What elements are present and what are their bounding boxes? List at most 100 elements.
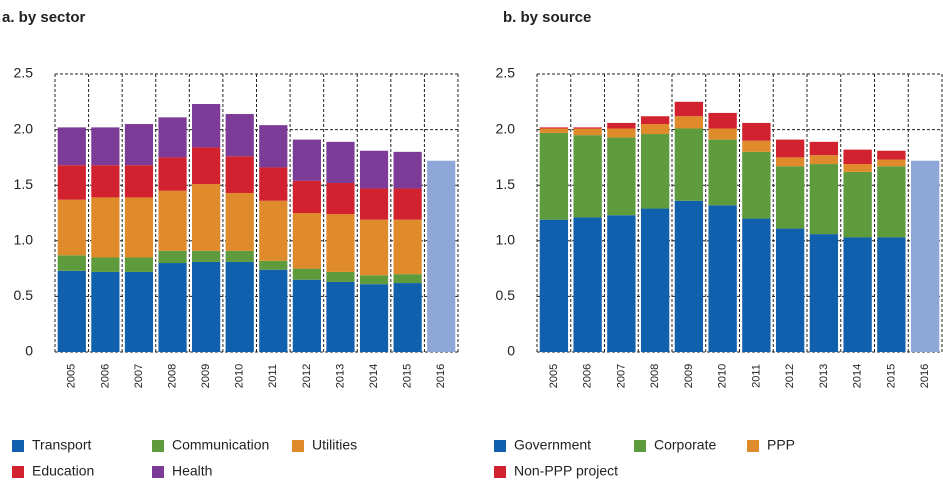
legend-swatch <box>494 466 506 478</box>
y-tick-label: 0.5 <box>496 287 516 303</box>
bar-segment <box>158 157 187 191</box>
x-tick-label: 2016 <box>435 364 447 388</box>
bar-segment <box>674 128 704 201</box>
bar-segment <box>775 166 805 229</box>
bar-segment <box>326 271 355 282</box>
x-tick-label: 2015 <box>402 364 414 388</box>
bar-segment <box>57 255 86 271</box>
bar-segment <box>124 271 154 352</box>
bar-segment <box>326 141 355 183</box>
legend-swatch <box>292 440 304 452</box>
bar-segment <box>539 132 569 220</box>
x-tick-label: 2014 <box>368 364 380 388</box>
bar-segment <box>877 166 906 238</box>
chart-title: b. by source <box>503 9 591 26</box>
bar-segment <box>427 160 456 352</box>
bar-segment <box>359 284 389 352</box>
bar-segment <box>573 135 602 218</box>
bar-segment <box>775 157 805 167</box>
bar-segment <box>674 116 704 129</box>
bar-segment <box>674 101 704 117</box>
bar-segment <box>225 192 254 251</box>
legend-label: Government <box>514 437 591 453</box>
legend-label: PPP <box>767 437 795 453</box>
y-tick-label: 0 <box>25 343 33 359</box>
bar-segment <box>192 184 221 251</box>
bar-segment <box>259 269 288 352</box>
bar-segment <box>359 188 389 220</box>
x-tick-label: 2006 <box>99 364 111 388</box>
bar-segment <box>843 149 872 165</box>
bar-segment <box>57 165 86 200</box>
bar-segment <box>809 141 839 156</box>
bar-segment <box>843 237 872 352</box>
bar-segment <box>259 260 288 270</box>
chart-title: a. by sector <box>2 9 86 26</box>
y-tick-label: 2.0 <box>496 120 516 136</box>
bar-segment <box>640 208 670 352</box>
bar-segment <box>91 257 120 272</box>
bar-segment <box>292 268 321 280</box>
x-tick-label: 2012 <box>301 364 313 388</box>
bar-segment <box>573 127 602 129</box>
bar-segment <box>393 283 422 352</box>
bar-segment <box>708 128 737 140</box>
x-tick-label: 2016 <box>919 364 931 388</box>
legend-swatch <box>152 466 164 478</box>
bar-segment <box>259 200 288 261</box>
y-tick-label: 2.0 <box>14 120 34 136</box>
y-tick-label: 2.5 <box>14 65 34 81</box>
bar-segment <box>607 128 636 138</box>
bar-segment <box>393 219 422 275</box>
x-tick-label: 2011 <box>267 364 279 388</box>
bar-segment <box>192 250 221 262</box>
x-tick-label: 2009 <box>683 364 695 388</box>
bar-segment <box>809 164 839 235</box>
bar-segment <box>124 165 154 198</box>
legend-label: Utilities <box>312 437 357 453</box>
bar-segment <box>91 197 120 258</box>
y-tick-label: 0 <box>507 343 515 359</box>
y-tick-label: 0.5 <box>14 287 34 303</box>
x-tick-label: 2014 <box>852 364 864 388</box>
bar-segment <box>225 156 254 193</box>
legend-label: Non-PPP project <box>514 463 618 479</box>
bar-segment <box>877 150 906 160</box>
bar-segment <box>326 182 355 215</box>
x-tick-label: 2012 <box>784 364 796 388</box>
x-tick-label: 2007 <box>133 364 145 388</box>
legend-label: Education <box>32 463 94 479</box>
bar-segment <box>158 190 187 251</box>
x-tick-label: 2015 <box>885 364 897 388</box>
bar-segment <box>573 217 602 352</box>
x-tick-label: 2008 <box>649 364 661 388</box>
legend-swatch <box>12 440 24 452</box>
bar-segment <box>607 122 636 129</box>
bar-segment <box>91 127 120 166</box>
x-tick-label: 2006 <box>582 364 594 388</box>
bar-segment <box>742 218 771 352</box>
bar-segment <box>539 127 569 129</box>
bar-segment <box>539 128 569 133</box>
x-tick-label: 2005 <box>548 364 560 388</box>
bar-segment <box>708 112 737 129</box>
bar-segment <box>57 270 86 352</box>
bar-segment <box>742 140 771 152</box>
bar-segment <box>910 160 940 352</box>
x-tick-label: 2010 <box>234 364 246 388</box>
bar-segment <box>326 281 355 352</box>
legend-swatch <box>12 466 24 478</box>
bar-segment <box>877 237 906 352</box>
bar-segment <box>158 250 187 264</box>
x-tick-label: 2011 <box>750 364 762 388</box>
bar-segment <box>393 188 422 220</box>
bar-segment <box>91 271 120 352</box>
y-tick-label: 1.5 <box>496 176 516 192</box>
x-tick-label: 2008 <box>166 364 178 388</box>
bar-segment <box>640 124 670 135</box>
y-tick-label: 2.5 <box>496 65 516 81</box>
bar-segment <box>292 213 321 269</box>
bar-segment <box>742 122 771 141</box>
legend-label: Communication <box>172 437 269 453</box>
bar-segment <box>393 151 422 189</box>
